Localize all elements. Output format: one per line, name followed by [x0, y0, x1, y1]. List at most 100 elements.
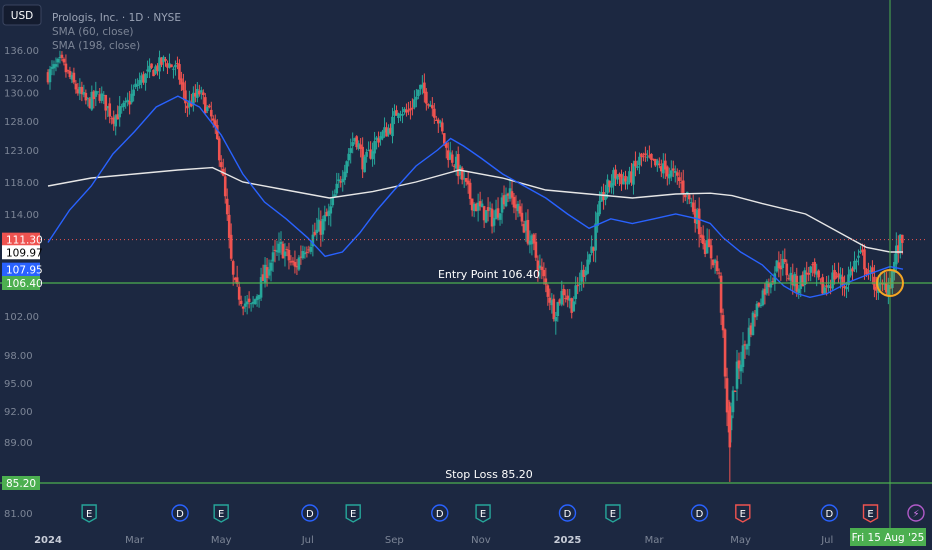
crosshair-date-badge	[850, 528, 926, 546]
sma-60-line	[47, 95, 904, 299]
x-tick-label: Sep	[385, 535, 404, 546]
dividend-icon[interactable]	[820, 504, 839, 522]
candle-body	[871, 267, 874, 274]
candle-body	[333, 194, 337, 197]
dividend-icon[interactable]	[301, 504, 319, 522]
dividend-icon[interactable]	[558, 504, 577, 522]
y-tick-label: 136.00	[4, 46, 39, 57]
candle-body	[829, 286, 832, 288]
x-tick-label: Nov	[471, 535, 491, 546]
candle-body	[644, 153, 647, 156]
candle-body	[301, 250, 305, 259]
earnings-icon[interactable]	[213, 504, 229, 523]
candle-body	[809, 266, 812, 273]
candle-body	[74, 83, 78, 90]
candle-body	[86, 98, 90, 100]
candle-body	[717, 272, 721, 274]
earnings-icon[interactable]	[475, 504, 491, 523]
candle-body	[510, 191, 514, 198]
earnings-icon[interactable]	[862, 504, 879, 523]
price-badge	[2, 276, 40, 290]
candle-body	[687, 194, 691, 200]
candle-body	[112, 117, 116, 124]
candle-body	[735, 361, 739, 389]
candle-body	[108, 103, 112, 117]
candle-body	[695, 210, 699, 224]
candle-body	[102, 94, 106, 96]
y-tick-label: 89.00	[4, 438, 33, 449]
candle-body	[646, 156, 649, 158]
candle-body	[94, 90, 98, 97]
candle-body	[122, 102, 125, 107]
candle-body	[429, 104, 432, 107]
dividend-icon[interactable]	[431, 504, 449, 522]
x-tick-label: Jul	[301, 535, 314, 546]
price-badge	[2, 476, 40, 490]
candle-body	[719, 275, 723, 313]
candle-body	[859, 250, 862, 253]
candle-body	[100, 93, 104, 101]
candle-body	[548, 297, 552, 303]
candle-body	[437, 119, 440, 124]
candle-body	[423, 82, 426, 94]
candle-body	[377, 138, 380, 143]
currency-button[interactable]	[2, 4, 42, 26]
candle-body	[142, 74, 145, 83]
candle-body	[488, 207, 492, 210]
candle-body	[237, 286, 241, 300]
candle-body	[251, 301, 255, 304]
candle-body	[542, 269, 546, 277]
candle-body	[209, 109, 213, 117]
event-letter: D	[436, 509, 444, 520]
candle-body	[454, 156, 458, 169]
candle-body	[546, 285, 550, 297]
indicator-legend-0[interactable]: SMA (60, close)	[52, 26, 134, 38]
earnings-icon[interactable]	[345, 504, 361, 523]
candle-body	[574, 285, 578, 299]
crosshair-date-text: Fri 15 Aug '25	[852, 532, 925, 544]
dividend-icon[interactable]	[690, 504, 709, 522]
entry-marker-circle[interactable]	[876, 269, 904, 297]
candle-body	[616, 175, 619, 180]
candle-body	[367, 150, 370, 152]
earnings-icon[interactable]	[735, 504, 751, 523]
candle-body	[200, 90, 203, 93]
candle-body	[773, 273, 777, 284]
sma-198-line	[47, 166, 903, 253]
candle-body	[821, 277, 824, 294]
candle-body	[771, 281, 775, 283]
candle-body	[192, 92, 195, 105]
flash-icon[interactable]	[907, 504, 925, 522]
earnings-icon[interactable]	[81, 504, 97, 523]
earnings-icon[interactable]	[605, 504, 621, 523]
candle-body	[900, 234, 904, 243]
candle-body	[401, 114, 404, 116]
candle-body	[614, 169, 617, 179]
candle-body	[277, 243, 281, 253]
candle-body	[315, 229, 319, 234]
y-tick-label: 81.00	[4, 509, 33, 520]
candle-body	[863, 249, 866, 270]
candle-body	[76, 89, 80, 94]
candle-body	[572, 301, 576, 312]
candle-body	[658, 163, 661, 166]
candle-body	[592, 247, 595, 251]
dividend-icon[interactable]	[171, 504, 189, 522]
symbol-title: Prologis, Inc. · 1D · NYSE	[52, 12, 181, 24]
candle-body	[247, 298, 251, 303]
candle-body	[116, 114, 119, 120]
candle-body	[761, 290, 765, 306]
candle-body	[827, 285, 830, 289]
candle-body	[411, 107, 414, 109]
candle-body	[524, 220, 528, 231]
candle-body	[433, 108, 436, 118]
candle-body	[767, 283, 771, 287]
candle-body	[703, 243, 707, 255]
candle-body	[669, 170, 673, 177]
indicator-legend-1[interactable]: SMA (198, close)	[52, 40, 140, 52]
event-letter: E	[480, 509, 486, 520]
candle-body	[78, 86, 82, 94]
candle-body	[516, 203, 520, 212]
candle-body	[233, 277, 237, 280]
